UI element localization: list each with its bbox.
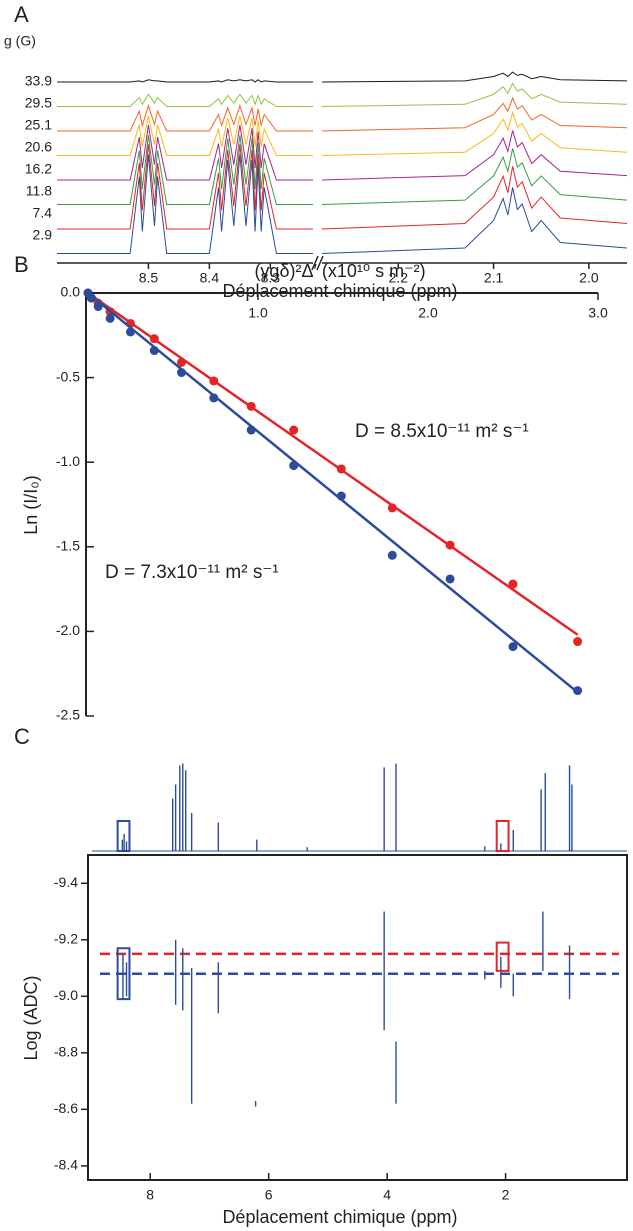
panel-label: A [14, 2, 29, 27]
data-point [387, 503, 397, 513]
y-tick-label: -2.5 [56, 707, 80, 723]
legend-label: 2.9 [33, 227, 53, 243]
spectrum-trace [321, 71, 628, 83]
x-tick-label: 2 [502, 1187, 510, 1203]
x-tick-label: 8 [146, 1187, 154, 1203]
data-point [246, 401, 256, 411]
data-point [209, 376, 219, 386]
data-point [177, 368, 186, 378]
x-tick-label: 2.1 [484, 270, 504, 286]
data-point [209, 393, 219, 403]
y-tick-label: -8.8 [54, 1044, 78, 1060]
y-tick-label: -8.4 [54, 1157, 78, 1173]
data-point [387, 550, 397, 560]
legend-label: 33.9 [25, 73, 52, 89]
highlight-box [116, 947, 131, 1001]
spectrum-trace [57, 115, 313, 156]
spectrum-highlight-box [116, 820, 131, 852]
data-point [93, 302, 103, 312]
data-point [445, 574, 455, 584]
x-tick-label: 2.2 [389, 270, 409, 286]
axis-break [311, 255, 324, 271]
spectrum-trace [321, 166, 628, 230]
data-point [336, 464, 346, 474]
break-mark [316, 255, 324, 271]
y-axis-label: g (G) [4, 33, 36, 49]
data-point [105, 313, 115, 323]
data-point [177, 357, 186, 367]
legend-label: 7.4 [33, 205, 53, 221]
spectrum-trace [57, 135, 313, 205]
annotation: D = 7.3x10⁻¹¹ m² s⁻¹ [105, 562, 279, 583]
spectrum-trace [321, 148, 628, 205]
data-point [573, 686, 583, 696]
y-tick-label: 0.0 [61, 284, 81, 300]
spectrum-trace [321, 96, 628, 132]
data-point [86, 293, 96, 303]
break-mark [311, 255, 319, 271]
x-tick-label: 6 [265, 1187, 273, 1203]
highlight-box [495, 941, 510, 972]
x-tick-label: 2.0 [579, 270, 599, 286]
plot-frame [87, 854, 628, 1181]
spectrum-trace [57, 104, 313, 132]
data-point [126, 327, 135, 337]
x-axis-label: Déplacement chimique (ppm) [222, 281, 457, 301]
y-tick-label: -1.0 [56, 453, 80, 469]
spectrum-trace [321, 130, 628, 181]
data-point [573, 637, 583, 647]
spectrum-trace [321, 82, 628, 107]
x-tick-label: 2.0 [418, 305, 438, 321]
y-tick-label: -1.5 [56, 538, 80, 554]
x-tick-label: 8.4 [200, 270, 220, 286]
x-tick-label: 3.0 [588, 305, 608, 321]
data-point [246, 425, 256, 435]
y-tick-label: -0.5 [56, 368, 80, 384]
annotation: D = 8.5x10⁻¹¹ m² s⁻¹ [355, 421, 529, 442]
spectrum-trace [57, 154, 313, 254]
data-point [149, 346, 159, 356]
x-tick-label: 8.5 [139, 270, 159, 286]
spectrum-trace [321, 187, 628, 254]
legend-label: 16.2 [25, 161, 52, 177]
x-axis-label: Déplacement chimique (ppm) [222, 1207, 457, 1227]
data-point [508, 642, 518, 652]
panel-label: C [14, 724, 30, 749]
legend-label: 11.8 [26, 183, 52, 199]
y-axis-label: Log (ADC) [21, 975, 41, 1060]
spectrum-trace [57, 144, 313, 230]
y-tick-label: -8.6 [54, 1100, 78, 1116]
data-point [508, 579, 518, 589]
legend-label: 20.6 [25, 139, 52, 155]
data-point [336, 491, 346, 501]
spectrum-trace [57, 93, 313, 107]
x-tick-label: 1.0 [248, 305, 268, 321]
x-tick-label: 8.3 [261, 270, 281, 286]
x-axis-label: (γgδ)²Δ′ (x10¹⁰ s m⁻²) [254, 261, 425, 281]
y-tick-label: -2.0 [56, 622, 80, 638]
y-tick-label: -9.0 [54, 987, 78, 1003]
spectrum-highlight-box [495, 820, 510, 852]
data-point [289, 461, 299, 471]
y-tick-label: -9.4 [54, 874, 78, 890]
data-point [149, 334, 159, 344]
data-point [289, 425, 299, 435]
x-tick-label: 4 [383, 1187, 391, 1203]
spectrum-trace [57, 124, 313, 181]
fit-line [87, 292, 579, 694]
spectrum-trace [57, 79, 313, 83]
legend-label: 25.1 [25, 117, 52, 133]
panel-label: B [14, 252, 29, 277]
fit-line [87, 291, 579, 636]
legend-label: 29.5 [25, 95, 52, 111]
y-axis-label: Ln (I/I₀) [21, 475, 41, 534]
data-point [445, 540, 455, 550]
spectrum-trace [321, 110, 628, 156]
y-tick-label: -9.2 [54, 930, 78, 946]
